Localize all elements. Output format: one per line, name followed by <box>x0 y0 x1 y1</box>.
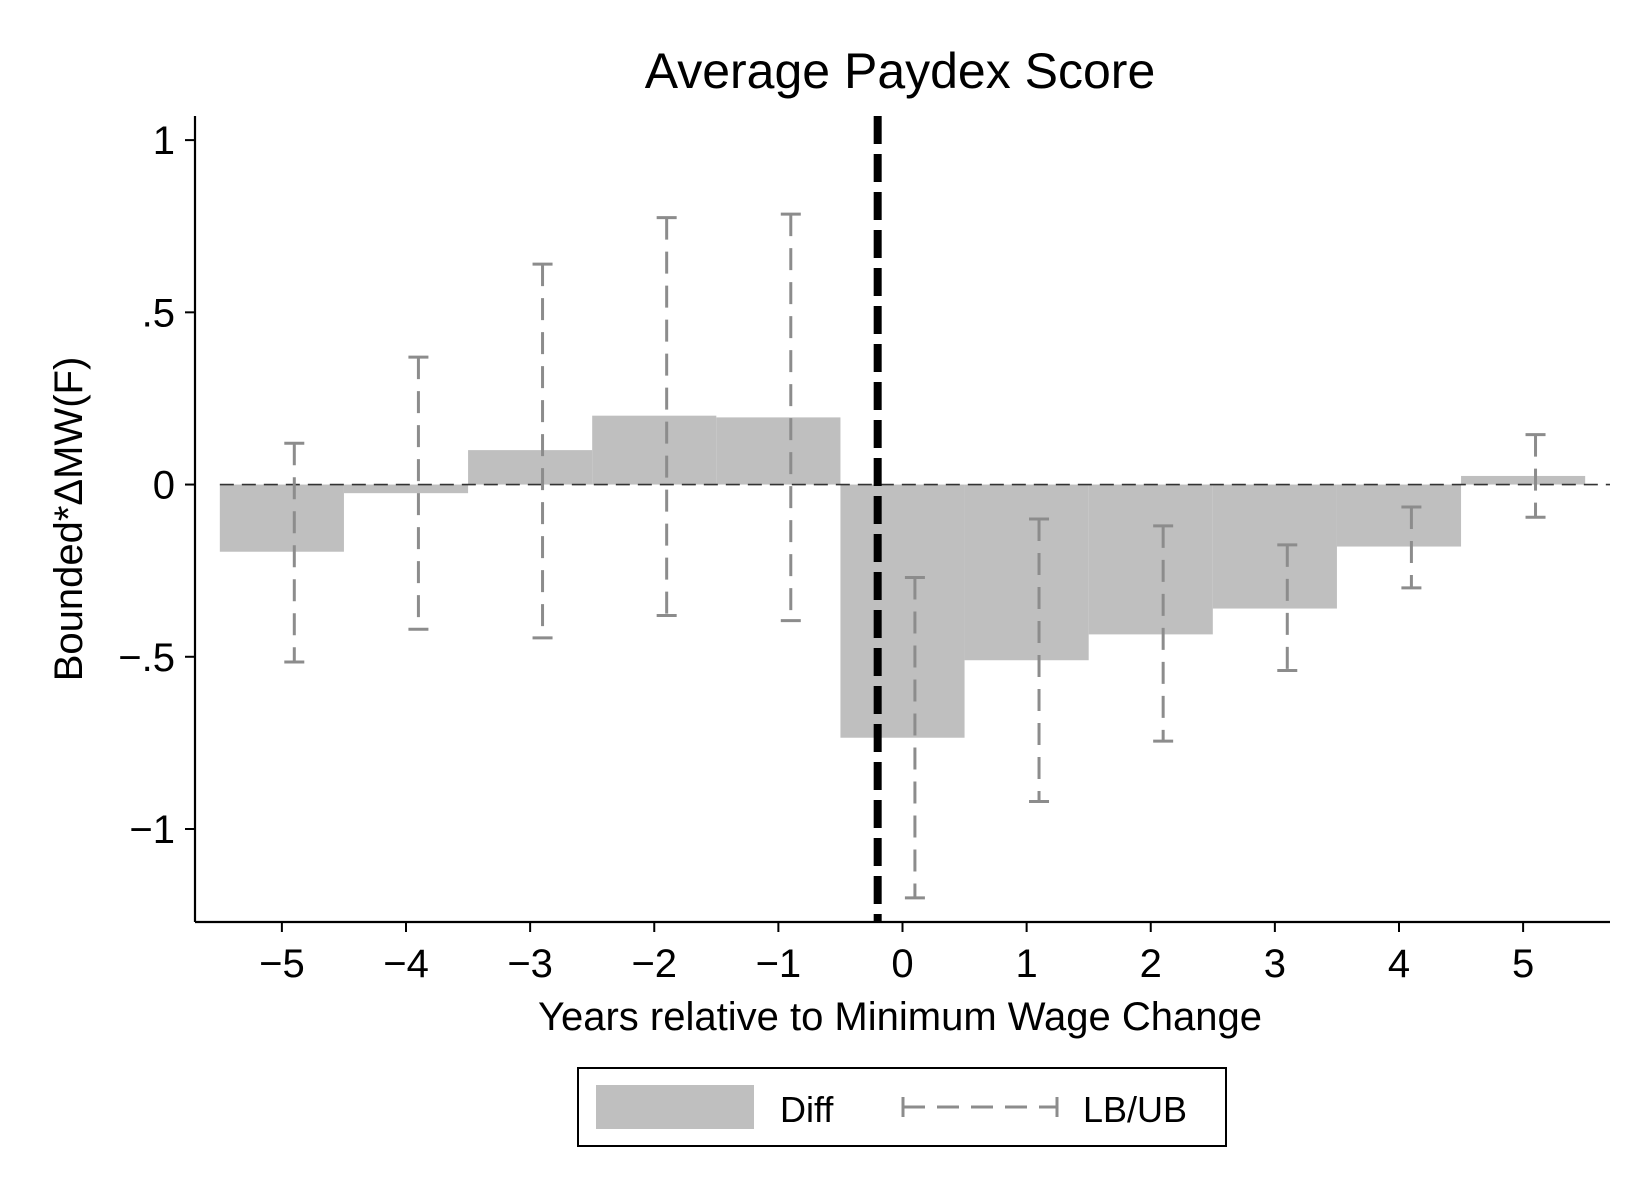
error-range-4 <box>1401 505 1422 590</box>
x-tick-label: 3 <box>1264 942 1286 986</box>
y-axis-ticks: 1 .5 0 −.5 −1 <box>118 119 195 852</box>
legend-diff-label: Diff <box>780 1089 834 1130</box>
error-range-3 <box>1277 543 1298 673</box>
x-tick-label: 1 <box>1015 942 1037 986</box>
x-axis-label: Years relative to Minimum Wage Change <box>538 995 1262 1039</box>
x-tick-label: −1 <box>756 942 802 986</box>
x-tick-label: −4 <box>383 942 429 986</box>
bar-diff--5 <box>219 484 344 552</box>
legend-diff-swatch <box>596 1085 754 1129</box>
error-range-2 <box>1153 524 1174 743</box>
x-tick-label: 0 <box>891 942 913 986</box>
bar-diff-0 <box>840 484 965 738</box>
bar-diff-1 <box>964 484 1089 661</box>
error-range--4 <box>408 355 429 631</box>
y-tick-label: −.5 <box>118 636 175 680</box>
legend-lbub-swatch <box>901 1097 1059 1117</box>
bar-diff--2 <box>592 415 717 485</box>
y-tick-label: .5 <box>142 291 175 335</box>
plot-area <box>219 116 1610 922</box>
error-range-0 <box>904 576 925 900</box>
x-tick-label: −2 <box>631 942 677 986</box>
error-range-1 <box>1029 517 1050 803</box>
legend-lbub-label: LB/UB <box>1083 1089 1187 1130</box>
bar-diff-2 <box>1088 484 1213 635</box>
y-tick-label: −1 <box>129 808 175 852</box>
bar-diff--1 <box>716 417 841 485</box>
bar-diff-4 <box>1336 484 1462 547</box>
bar-diff--3 <box>468 450 593 485</box>
bar-diff-5 <box>1461 475 1586 485</box>
error-range--5 <box>284 441 305 664</box>
y-tick-label: 0 <box>153 464 175 508</box>
y-tick-label: 1 <box>153 119 175 163</box>
x-tick-label: −3 <box>507 942 553 986</box>
error-range-5 <box>1525 433 1546 519</box>
x-axis-ticks: −5 −4 −3 −2 −1 0 1 2 3 4 5 <box>259 922 1534 986</box>
bar-diff--4 <box>343 484 469 494</box>
legend: Diff LB/UB <box>577 1067 1227 1147</box>
chart-title: Average Paydex Score <box>645 43 1156 99</box>
x-tick-label: 5 <box>1512 942 1534 986</box>
x-tick-label: 2 <box>1140 942 1162 986</box>
error-range--2 <box>656 216 677 617</box>
y-axis-label: Bounded*ΔMW(F) <box>47 357 91 682</box>
bar-diff-3 <box>1212 484 1337 609</box>
error-range--1 <box>780 212 801 623</box>
error-range--3 <box>532 262 553 640</box>
x-tick-label: −5 <box>259 942 305 986</box>
x-tick-label: 4 <box>1388 942 1410 986</box>
